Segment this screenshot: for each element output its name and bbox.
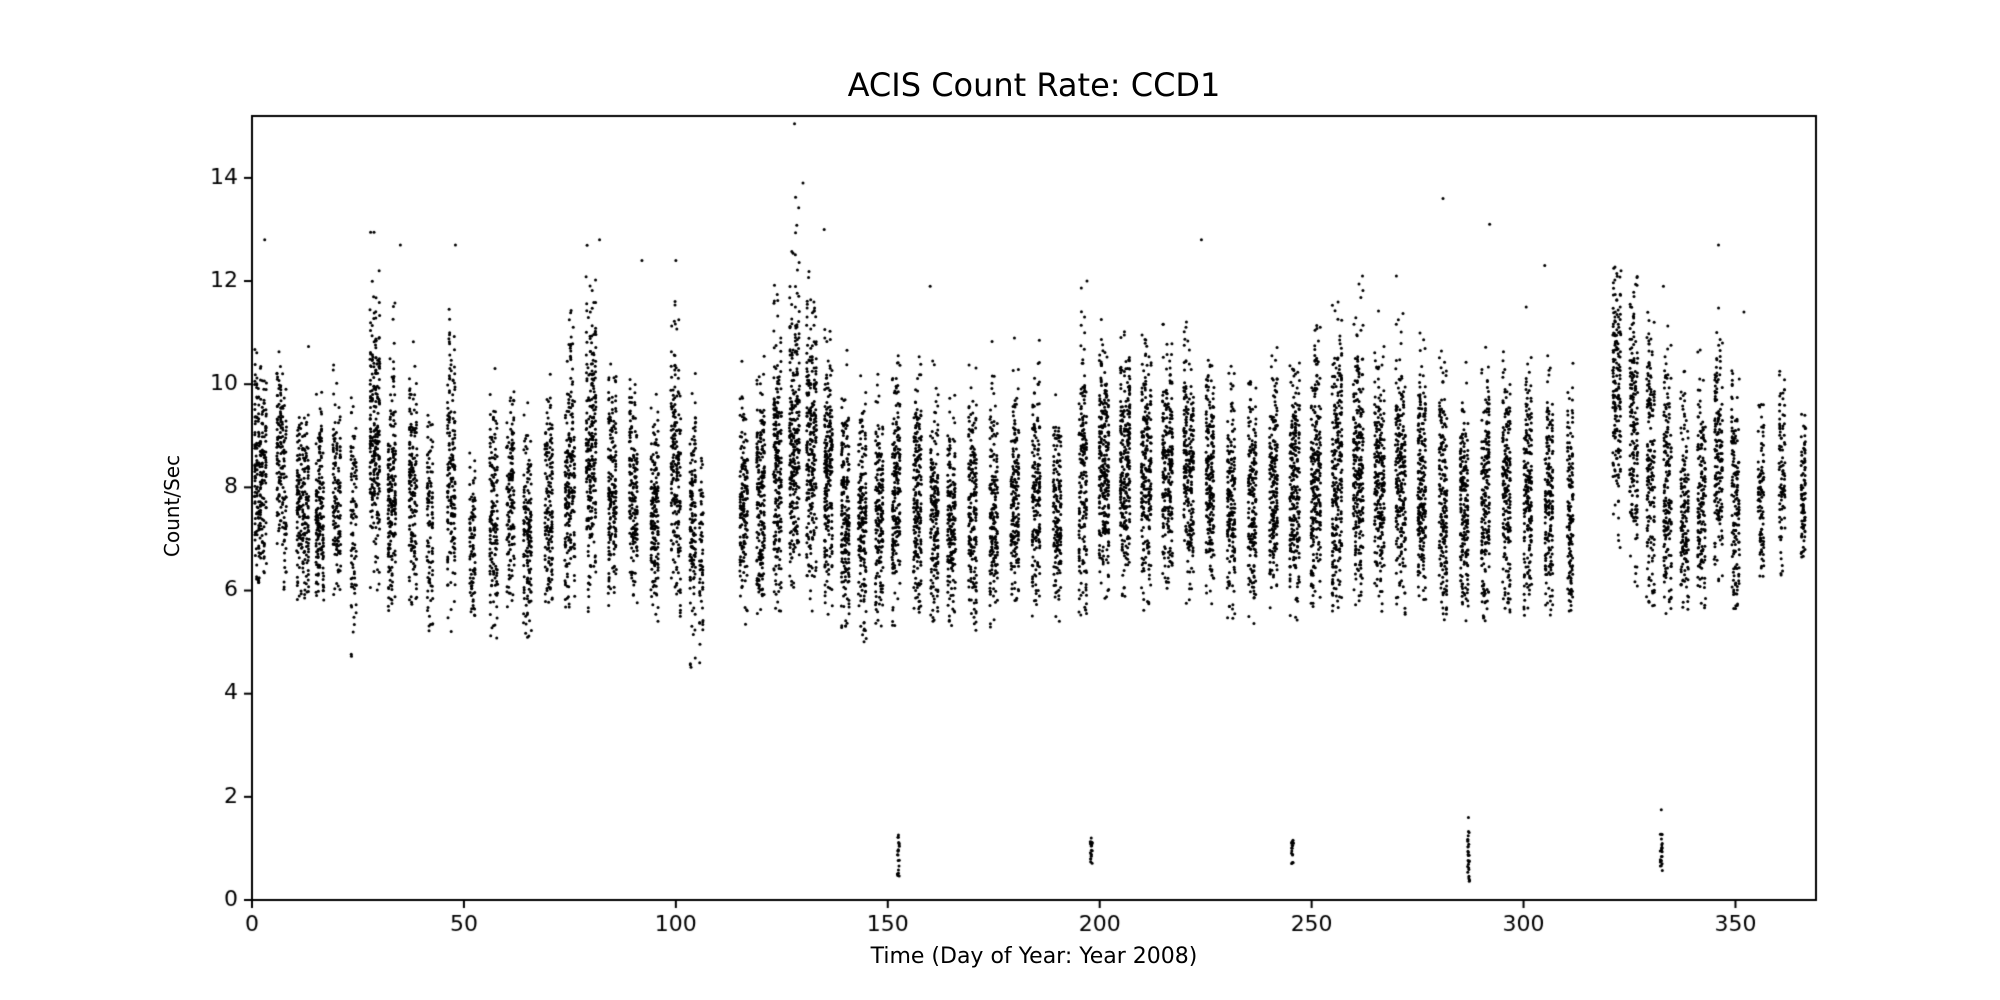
y-axis-label: Count/Sec <box>160 454 184 558</box>
x-axis-label: Time (Day of Year: Year 2008) <box>870 944 1198 969</box>
chart-title: ACIS Count Rate: CCD1 <box>847 66 1221 104</box>
